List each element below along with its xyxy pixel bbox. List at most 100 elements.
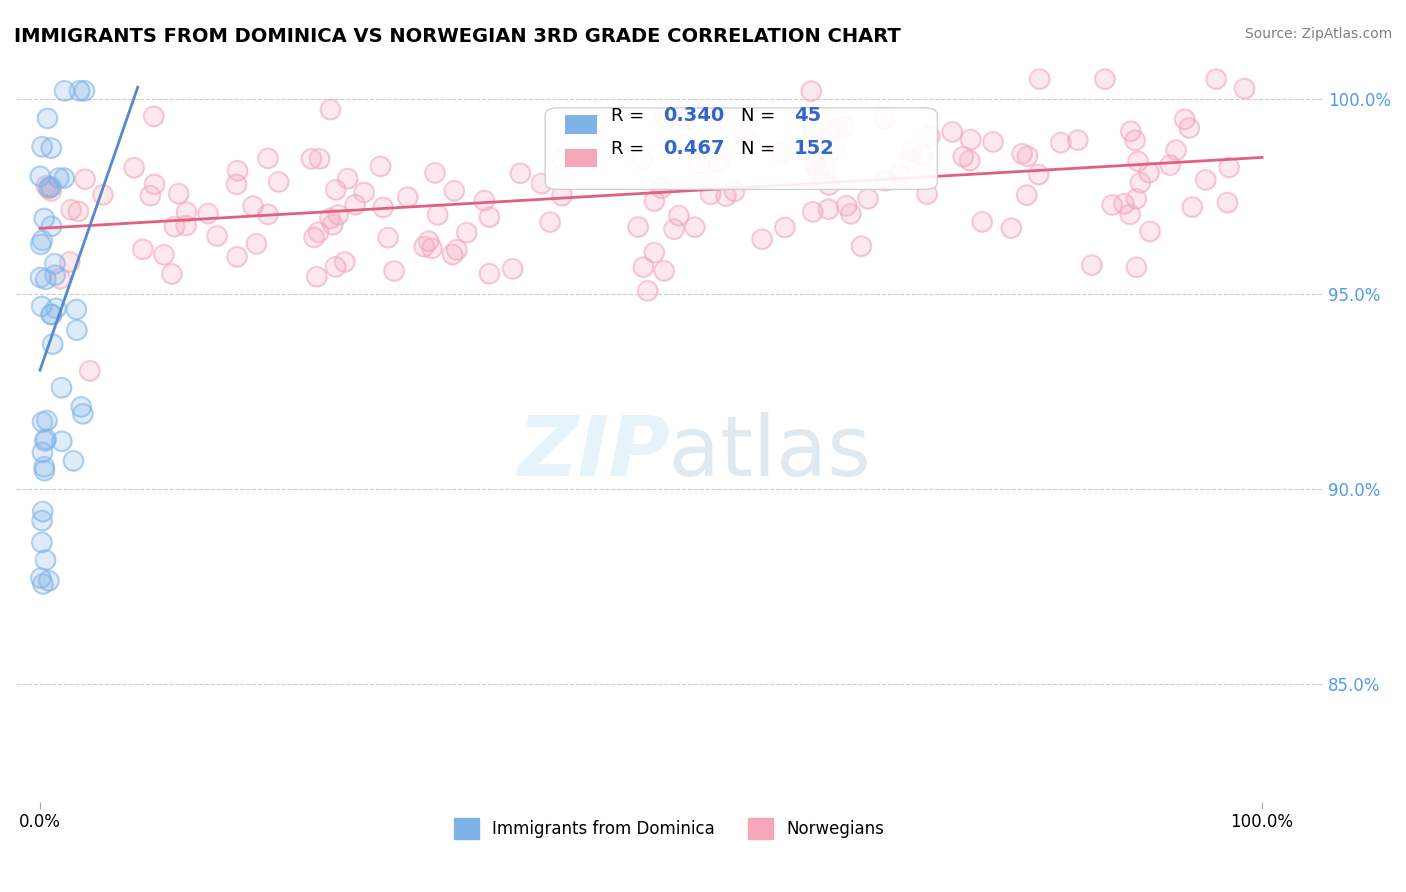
Point [39, 184, 62, 198]
Point [31, 445, 53, 459]
Point [723, 185, 745, 199]
Point [44, 268, 66, 283]
Point [420, 241, 443, 255]
Point [478, 210, 501, 224]
Point [67, 204, 90, 219]
Text: R =: R = [610, 140, 650, 158]
Point [1129, 176, 1152, 190]
Point [707, 155, 730, 169]
Point [39, 179, 62, 194]
Point [688, 156, 710, 170]
Point [1174, 112, 1197, 127]
Point [308, 225, 330, 239]
Point [267, 175, 290, 189]
Point [176, 205, 198, 219]
Text: atlas: atlas [669, 412, 872, 493]
Point [69, 84, 91, 98]
Point [423, 166, 446, 180]
Point [70, 400, 93, 414]
Point [875, 174, 897, 188]
Point [1159, 158, 1181, 172]
Point [631, 152, 654, 166]
Point [1129, 176, 1152, 190]
Point [322, 218, 344, 232]
Point [817, 202, 839, 216]
Point [41, 337, 63, 351]
Point [478, 267, 501, 281]
Point [1000, 221, 1022, 235]
Point [132, 242, 155, 256]
Point [941, 125, 963, 139]
Point [1123, 133, 1146, 147]
Point [823, 143, 845, 157]
Point [31, 445, 53, 459]
Point [31, 535, 53, 549]
Point [39, 141, 62, 155]
Text: 0.467: 0.467 [662, 139, 724, 158]
Point [32, 211, 55, 226]
Point [34, 434, 56, 448]
Point [915, 187, 938, 202]
Point [32, 459, 55, 474]
Point [301, 152, 323, 166]
Point [423, 166, 446, 180]
Point [643, 245, 665, 260]
Point [800, 84, 823, 98]
Point [197, 206, 219, 220]
Point [851, 239, 873, 253]
Point [1067, 133, 1090, 147]
Point [426, 208, 449, 222]
Point [803, 122, 825, 136]
Point [1205, 72, 1227, 87]
Point [51, 434, 73, 449]
Point [32, 459, 55, 474]
Point [153, 248, 176, 262]
Point [911, 148, 934, 162]
Point [873, 112, 896, 126]
Point [1218, 161, 1240, 175]
Point [900, 145, 922, 159]
Point [73, 84, 96, 98]
Point [302, 230, 325, 244]
Point [139, 188, 162, 202]
Point [91, 187, 114, 202]
Point [887, 169, 910, 183]
Point [676, 113, 699, 128]
Point [30, 169, 52, 184]
Point [267, 175, 290, 189]
Point [336, 171, 359, 186]
Point [308, 152, 330, 166]
Point [1233, 81, 1256, 95]
Point [643, 194, 665, 208]
Point [305, 269, 328, 284]
Point [75, 172, 97, 186]
Point [322, 218, 344, 232]
Point [1216, 195, 1239, 210]
Point [34, 434, 56, 448]
Point [30, 571, 52, 585]
Point [873, 112, 896, 126]
Point [66, 323, 89, 337]
Point [714, 189, 737, 203]
Point [959, 133, 981, 147]
Point [898, 153, 921, 167]
Point [509, 166, 531, 180]
Point [382, 264, 405, 278]
Point [770, 145, 793, 160]
Point [39, 179, 62, 194]
Point [538, 215, 561, 229]
Point [328, 208, 350, 222]
Point [807, 164, 830, 178]
Point [122, 161, 145, 175]
Point [31, 140, 53, 154]
Point [35, 414, 58, 428]
Point [633, 260, 655, 274]
Point [1112, 197, 1135, 211]
Point [714, 189, 737, 203]
Point [30, 237, 52, 252]
Point [551, 188, 574, 202]
Point [875, 174, 897, 188]
Point [1015, 188, 1038, 202]
Point [723, 185, 745, 199]
Point [336, 171, 359, 186]
